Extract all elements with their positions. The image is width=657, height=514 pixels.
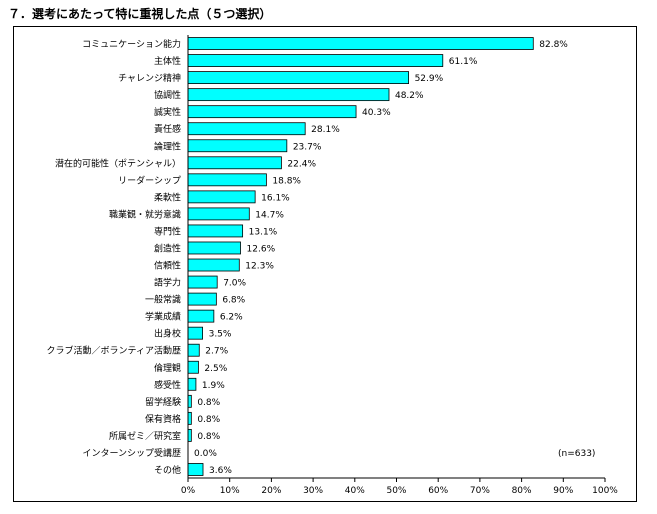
data-label: 3.6% bbox=[209, 466, 232, 476]
category-label: 職業観・就労意識 bbox=[109, 208, 181, 220]
category-label: 誠実性 bbox=[154, 106, 181, 118]
data-label: 23.7% bbox=[293, 142, 322, 152]
category-label: 責任感 bbox=[154, 123, 181, 135]
data-label: 12.6% bbox=[247, 244, 276, 254]
data-label: 3.5% bbox=[209, 330, 232, 340]
x-tick-label: 50% bbox=[386, 486, 406, 496]
data-label: 6.2% bbox=[220, 313, 243, 323]
category-label: クラブ活動／ボランティア活動歴 bbox=[47, 345, 181, 357]
sample-size-note: (n=633) bbox=[558, 449, 595, 459]
category-label: 創造性 bbox=[154, 242, 181, 254]
bar bbox=[187, 360, 199, 374]
category-label: 所属ゼミ／研究室 bbox=[109, 430, 181, 442]
data-label: 2.5% bbox=[204, 364, 227, 374]
bar bbox=[187, 54, 444, 67]
data-label: 2.7% bbox=[205, 347, 228, 357]
category-label: 倫理観 bbox=[154, 362, 181, 374]
chart-frame bbox=[13, 26, 637, 502]
data-label: 6.8% bbox=[222, 296, 245, 306]
bar bbox=[187, 173, 267, 187]
x-tick-label: 30% bbox=[303, 486, 323, 496]
category-label: 協調性 bbox=[154, 89, 181, 101]
chart-title: ７．選考にあたって特に重視した点（５つ選択） bbox=[8, 7, 272, 21]
data-label: 0.8% bbox=[197, 398, 220, 408]
category-label: リーダーシップ bbox=[118, 174, 181, 186]
x-tick-label: 0% bbox=[181, 486, 196, 496]
category-label: 信頼性 bbox=[154, 260, 181, 272]
bar bbox=[187, 207, 250, 221]
x-tick-label: 100% bbox=[592, 486, 618, 496]
bar bbox=[187, 105, 357, 119]
data-label: 13.1% bbox=[249, 227, 278, 237]
data-label: 7.0% bbox=[223, 279, 246, 289]
category-label: 語学力 bbox=[154, 277, 181, 289]
bar bbox=[187, 37, 534, 50]
x-tick-label: 60% bbox=[428, 486, 448, 496]
data-label: 61.1% bbox=[449, 57, 478, 67]
bar bbox=[187, 326, 203, 340]
data-label: 48.2% bbox=[395, 91, 424, 101]
bar bbox=[187, 411, 192, 425]
data-label: 12.3% bbox=[245, 262, 274, 272]
category-label: 学業成績 bbox=[145, 311, 181, 323]
data-label: 82.8% bbox=[539, 40, 568, 50]
data-label: 0.8% bbox=[197, 432, 220, 442]
bar bbox=[187, 71, 409, 84]
bar bbox=[187, 88, 390, 102]
category-label: 主体性 bbox=[154, 55, 181, 67]
data-label: 52.9% bbox=[415, 74, 444, 84]
bar bbox=[187, 292, 217, 306]
x-tick-label: 20% bbox=[261, 486, 281, 496]
x-tick-label: 40% bbox=[345, 486, 365, 496]
x-tick-label: 80% bbox=[512, 486, 532, 496]
category-label: インターンシップ受講歴 bbox=[82, 447, 181, 459]
category-label: 専門性 bbox=[154, 225, 181, 237]
category-label: コミュニケーション能力 bbox=[82, 38, 181, 50]
data-label: 40.3% bbox=[362, 108, 391, 118]
category-label: 出身校 bbox=[154, 328, 181, 340]
bar bbox=[187, 122, 306, 136]
bar bbox=[187, 190, 256, 204]
data-label: 18.8% bbox=[272, 176, 301, 186]
category-label: 柔軟性 bbox=[154, 191, 181, 203]
bar bbox=[187, 139, 288, 153]
bar bbox=[187, 394, 192, 408]
category-label: 一般常識 bbox=[145, 294, 181, 306]
data-label: 0.0% bbox=[194, 449, 217, 459]
category-label: 留学経験 bbox=[145, 396, 181, 408]
bar bbox=[187, 309, 215, 323]
data-label: 28.1% bbox=[311, 125, 340, 135]
category-label: 保有資格 bbox=[145, 413, 181, 425]
category-label: 潜在的可能性（ポテンシャル） bbox=[55, 157, 181, 169]
bar bbox=[187, 258, 240, 272]
bar bbox=[187, 429, 192, 442]
category-label: その他 bbox=[154, 464, 181, 476]
bar bbox=[187, 241, 241, 255]
data-label: 1.9% bbox=[202, 381, 225, 391]
category-label: 論理性 bbox=[154, 140, 181, 152]
bar bbox=[187, 463, 204, 476]
data-label: 16.1% bbox=[261, 193, 290, 203]
bar bbox=[187, 377, 197, 391]
category-label: チャレンジ精神 bbox=[118, 72, 181, 84]
category-label: 感受性 bbox=[154, 379, 181, 391]
bar bbox=[187, 156, 282, 170]
data-label: 22.4% bbox=[287, 159, 316, 169]
x-tick-label: 70% bbox=[470, 486, 490, 496]
bar bbox=[187, 224, 244, 238]
bar bbox=[187, 275, 218, 289]
x-tick-label: 10% bbox=[220, 486, 240, 496]
x-tick-label: 90% bbox=[553, 486, 573, 496]
data-label: 0.8% bbox=[197, 415, 220, 425]
data-label: 14.7% bbox=[255, 210, 284, 220]
bar bbox=[187, 343, 200, 357]
